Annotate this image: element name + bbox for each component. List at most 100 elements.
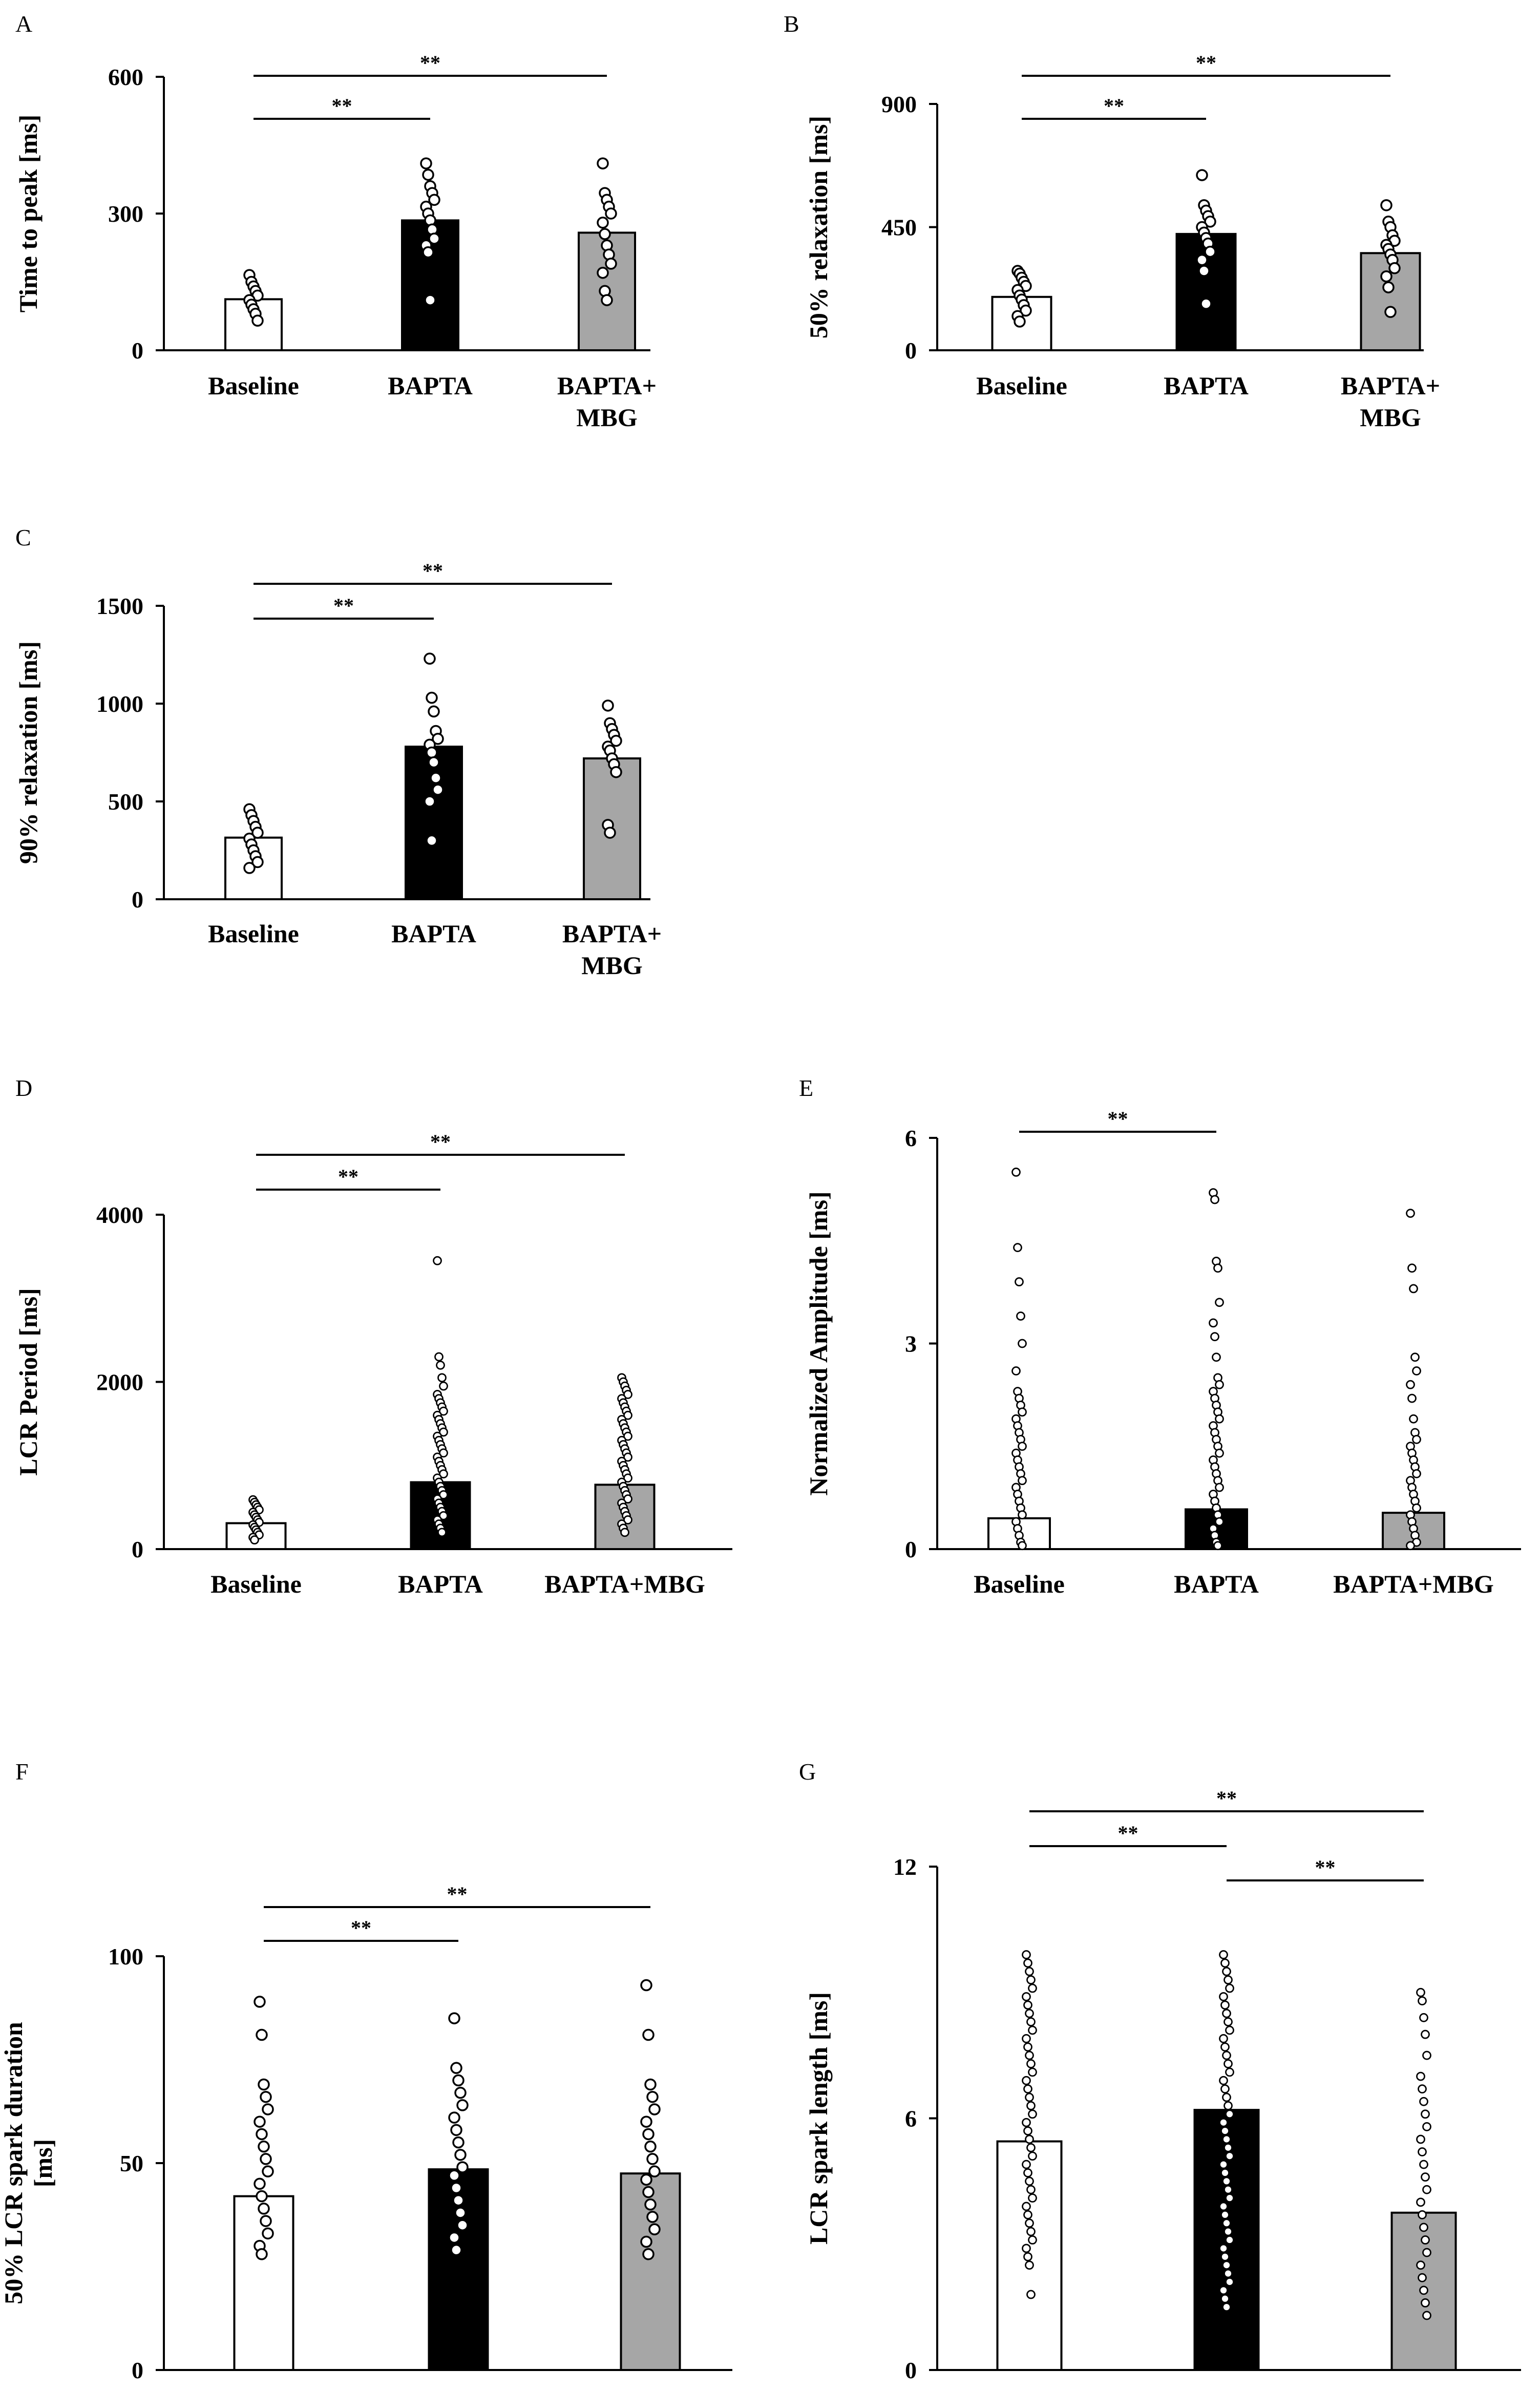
panel-g-point-baseline xyxy=(1023,2252,1032,2261)
panel-g-point-bapta xyxy=(1222,2134,1231,2144)
panel-f-significance-label: ** xyxy=(351,1916,371,1939)
panel-f-y-tick-label: 100 xyxy=(108,1943,143,1970)
panel-b-y-axis-title: 50% relaxation [ms] xyxy=(804,116,833,338)
panel-f-y-axis-title: 50% LCR spark duration xyxy=(0,2022,28,2304)
panel-d-point-bapta xyxy=(439,1427,448,1437)
panel-f-point-baseline xyxy=(262,2227,274,2240)
panel-b-point-bapta-mbg xyxy=(1380,199,1393,211)
panel-e-point-bapta xyxy=(1213,1263,1222,1273)
panel-g-point-baseline xyxy=(1023,2126,1032,2135)
panel-e-point-baseline xyxy=(1018,1442,1027,1451)
panel-g-point-bapta xyxy=(1219,2076,1228,2085)
panel-a-point-bapta-mbg xyxy=(605,207,617,220)
panel-a-significance-label: ** xyxy=(332,94,352,117)
panel-d-category-label: BAPTA xyxy=(398,1570,483,1598)
panel-g-point-bapta xyxy=(1219,2160,1228,2169)
panel-g-point-bapta xyxy=(1223,2101,1233,2110)
panel-g-point-bapta xyxy=(1220,2000,1230,2010)
panel-f-point-bapta xyxy=(452,2136,465,2149)
panel-e-point-bapta xyxy=(1213,1541,1222,1551)
panel-e-point-baseline xyxy=(1013,1243,1022,1253)
panel-e-point-bapta-mbg xyxy=(1407,1263,1417,1273)
panel-d-point-bapta xyxy=(434,1352,444,1362)
panel-g-point-baseline xyxy=(1025,2092,1034,2102)
panel-d-point-bapta xyxy=(439,1490,448,1499)
panel-g-point-bapta-mbg xyxy=(1418,2084,1427,2094)
panel-d-point-bapta-mbg xyxy=(623,1390,632,1399)
panel-g-point-bapta-mbg xyxy=(1421,2298,1430,2308)
panel-b-category-label: MBG xyxy=(1360,403,1421,432)
panel-b-category-label: BAPTA xyxy=(1164,371,1249,400)
panel-c: C 0 500 1000 1500 90% relaxation [ms] Baseline… xyxy=(14,524,662,980)
panel-d-point-bapta xyxy=(439,1381,448,1391)
panel-a-point-bapta-mbg xyxy=(605,258,617,270)
panel-c-point-bapta xyxy=(426,834,438,847)
panel-g-point-baseline xyxy=(1025,1966,1034,1976)
panel-f-point-bapta-mbg xyxy=(648,2103,661,2115)
panel-f-point-baseline xyxy=(256,2128,268,2141)
panel-f-point-bapta xyxy=(448,2012,460,2024)
panel-f-point-bapta-mbg xyxy=(642,2248,655,2260)
panel-g-point-baseline xyxy=(1025,2176,1034,2186)
panel-f-point-bapta xyxy=(454,2207,467,2219)
panel-d-point-bapta-mbg xyxy=(620,1528,629,1537)
panel-f-point-bapta xyxy=(450,2244,462,2256)
panel-c-point-bapta-mbg xyxy=(610,734,622,747)
panel-g-point-bapta xyxy=(1222,2008,1231,2018)
panel-g-point-baseline xyxy=(1026,1975,1036,1985)
panel-d-point-bapta xyxy=(433,1256,442,1265)
panel-g-point-bapta xyxy=(1222,2302,1231,2312)
panel-g-point-bapta-mbg xyxy=(1416,2197,1425,2207)
panel-f-y-tick-label: 50 xyxy=(120,2150,143,2176)
panel-g-point-bapta xyxy=(1223,2143,1233,2152)
panel-b: B 0 450 900 50% relaxation [ms] Baseline BAPTA… xyxy=(784,11,1440,432)
panel-g-category-label: Baseline xyxy=(984,2390,1075,2391)
panel-f: F 0 50 100 50% LCR spark duration[ms] Baselin… xyxy=(0,1759,732,2391)
panel-e-point-bapta xyxy=(1215,1517,1224,1527)
panel-g-point-bapta xyxy=(1225,1983,1234,1993)
panel-d-point-bapta xyxy=(439,1448,448,1458)
panel-f-point-bapta-mbg xyxy=(646,2211,659,2223)
panel-b-significance-label: ** xyxy=(1196,51,1216,74)
panel-f-point-baseline xyxy=(254,2115,266,2128)
panel-g-point-bapta xyxy=(1222,2260,1231,2270)
panel-g-point-bapta-mbg xyxy=(1422,2248,1431,2257)
panel-f-point-bapta-mbg xyxy=(644,2140,657,2153)
panel-d-point-bapta-mbg xyxy=(623,1431,632,1441)
panel-f-point-baseline xyxy=(256,2248,268,2260)
panel-g-point-bapta-mbg xyxy=(1421,2109,1430,2119)
panel-g-point-bapta-mbg xyxy=(1416,2071,1425,2081)
panel-f-point-bapta-mbg xyxy=(642,2186,655,2198)
panel-g-significance-label: ** xyxy=(1216,1787,1237,1810)
panel-g-point-bapta-mbg xyxy=(1418,1996,1427,2006)
panel-e: E 0 3 6 Normalized Amplitude [ms] Baseline BAP… xyxy=(799,1075,1521,1598)
panel-g-point-baseline xyxy=(1025,2218,1034,2228)
panel-f-point-baseline xyxy=(260,2153,272,2165)
panel-b-point-bapta xyxy=(1196,169,1208,181)
panel-c-point-bapta xyxy=(426,691,438,704)
panel-g-significance-label: ** xyxy=(1118,1822,1138,1845)
panel-g-point-bapta-mbg xyxy=(1418,2273,1427,2282)
panel-d-y-tick-label: 4000 xyxy=(96,1202,143,1228)
panel-f-point-bapta-mbg xyxy=(646,2153,659,2165)
panel-c-category-label: MBG xyxy=(581,951,642,980)
panel-e-y-axis-title: Normalized Amplitude [ms] xyxy=(804,1191,833,1495)
panel-g-point-bapta-mbg xyxy=(1418,2147,1427,2156)
panel-g-point-bapta-mbg xyxy=(1418,2210,1427,2219)
panel-c-point-baseline xyxy=(251,856,264,869)
panel-g-point-bapta-mbg xyxy=(1422,2050,1431,2060)
panel-c-point-baseline xyxy=(251,827,264,839)
panel-f-point-bapta-mbg xyxy=(644,2078,657,2091)
panel-g-y-tick-label: 12 xyxy=(893,1854,917,1880)
panel-g-point-bapta-mbg xyxy=(1422,2185,1431,2194)
panel-g-point-bapta xyxy=(1219,2118,1228,2127)
panel-g-point-bapta xyxy=(1222,2092,1231,2102)
panel-c-y-tick-label: 1000 xyxy=(96,691,143,717)
panel-g-point-bapta xyxy=(1220,2210,1230,2219)
panel-g-point-bapta xyxy=(1222,2218,1231,2228)
panel-e-point-bapta xyxy=(1209,1318,1218,1328)
panel-c-point-bapta xyxy=(428,705,440,718)
panel-a-category-label: MBG xyxy=(576,403,637,432)
panel-a-point-bapta-mbg xyxy=(597,157,609,170)
